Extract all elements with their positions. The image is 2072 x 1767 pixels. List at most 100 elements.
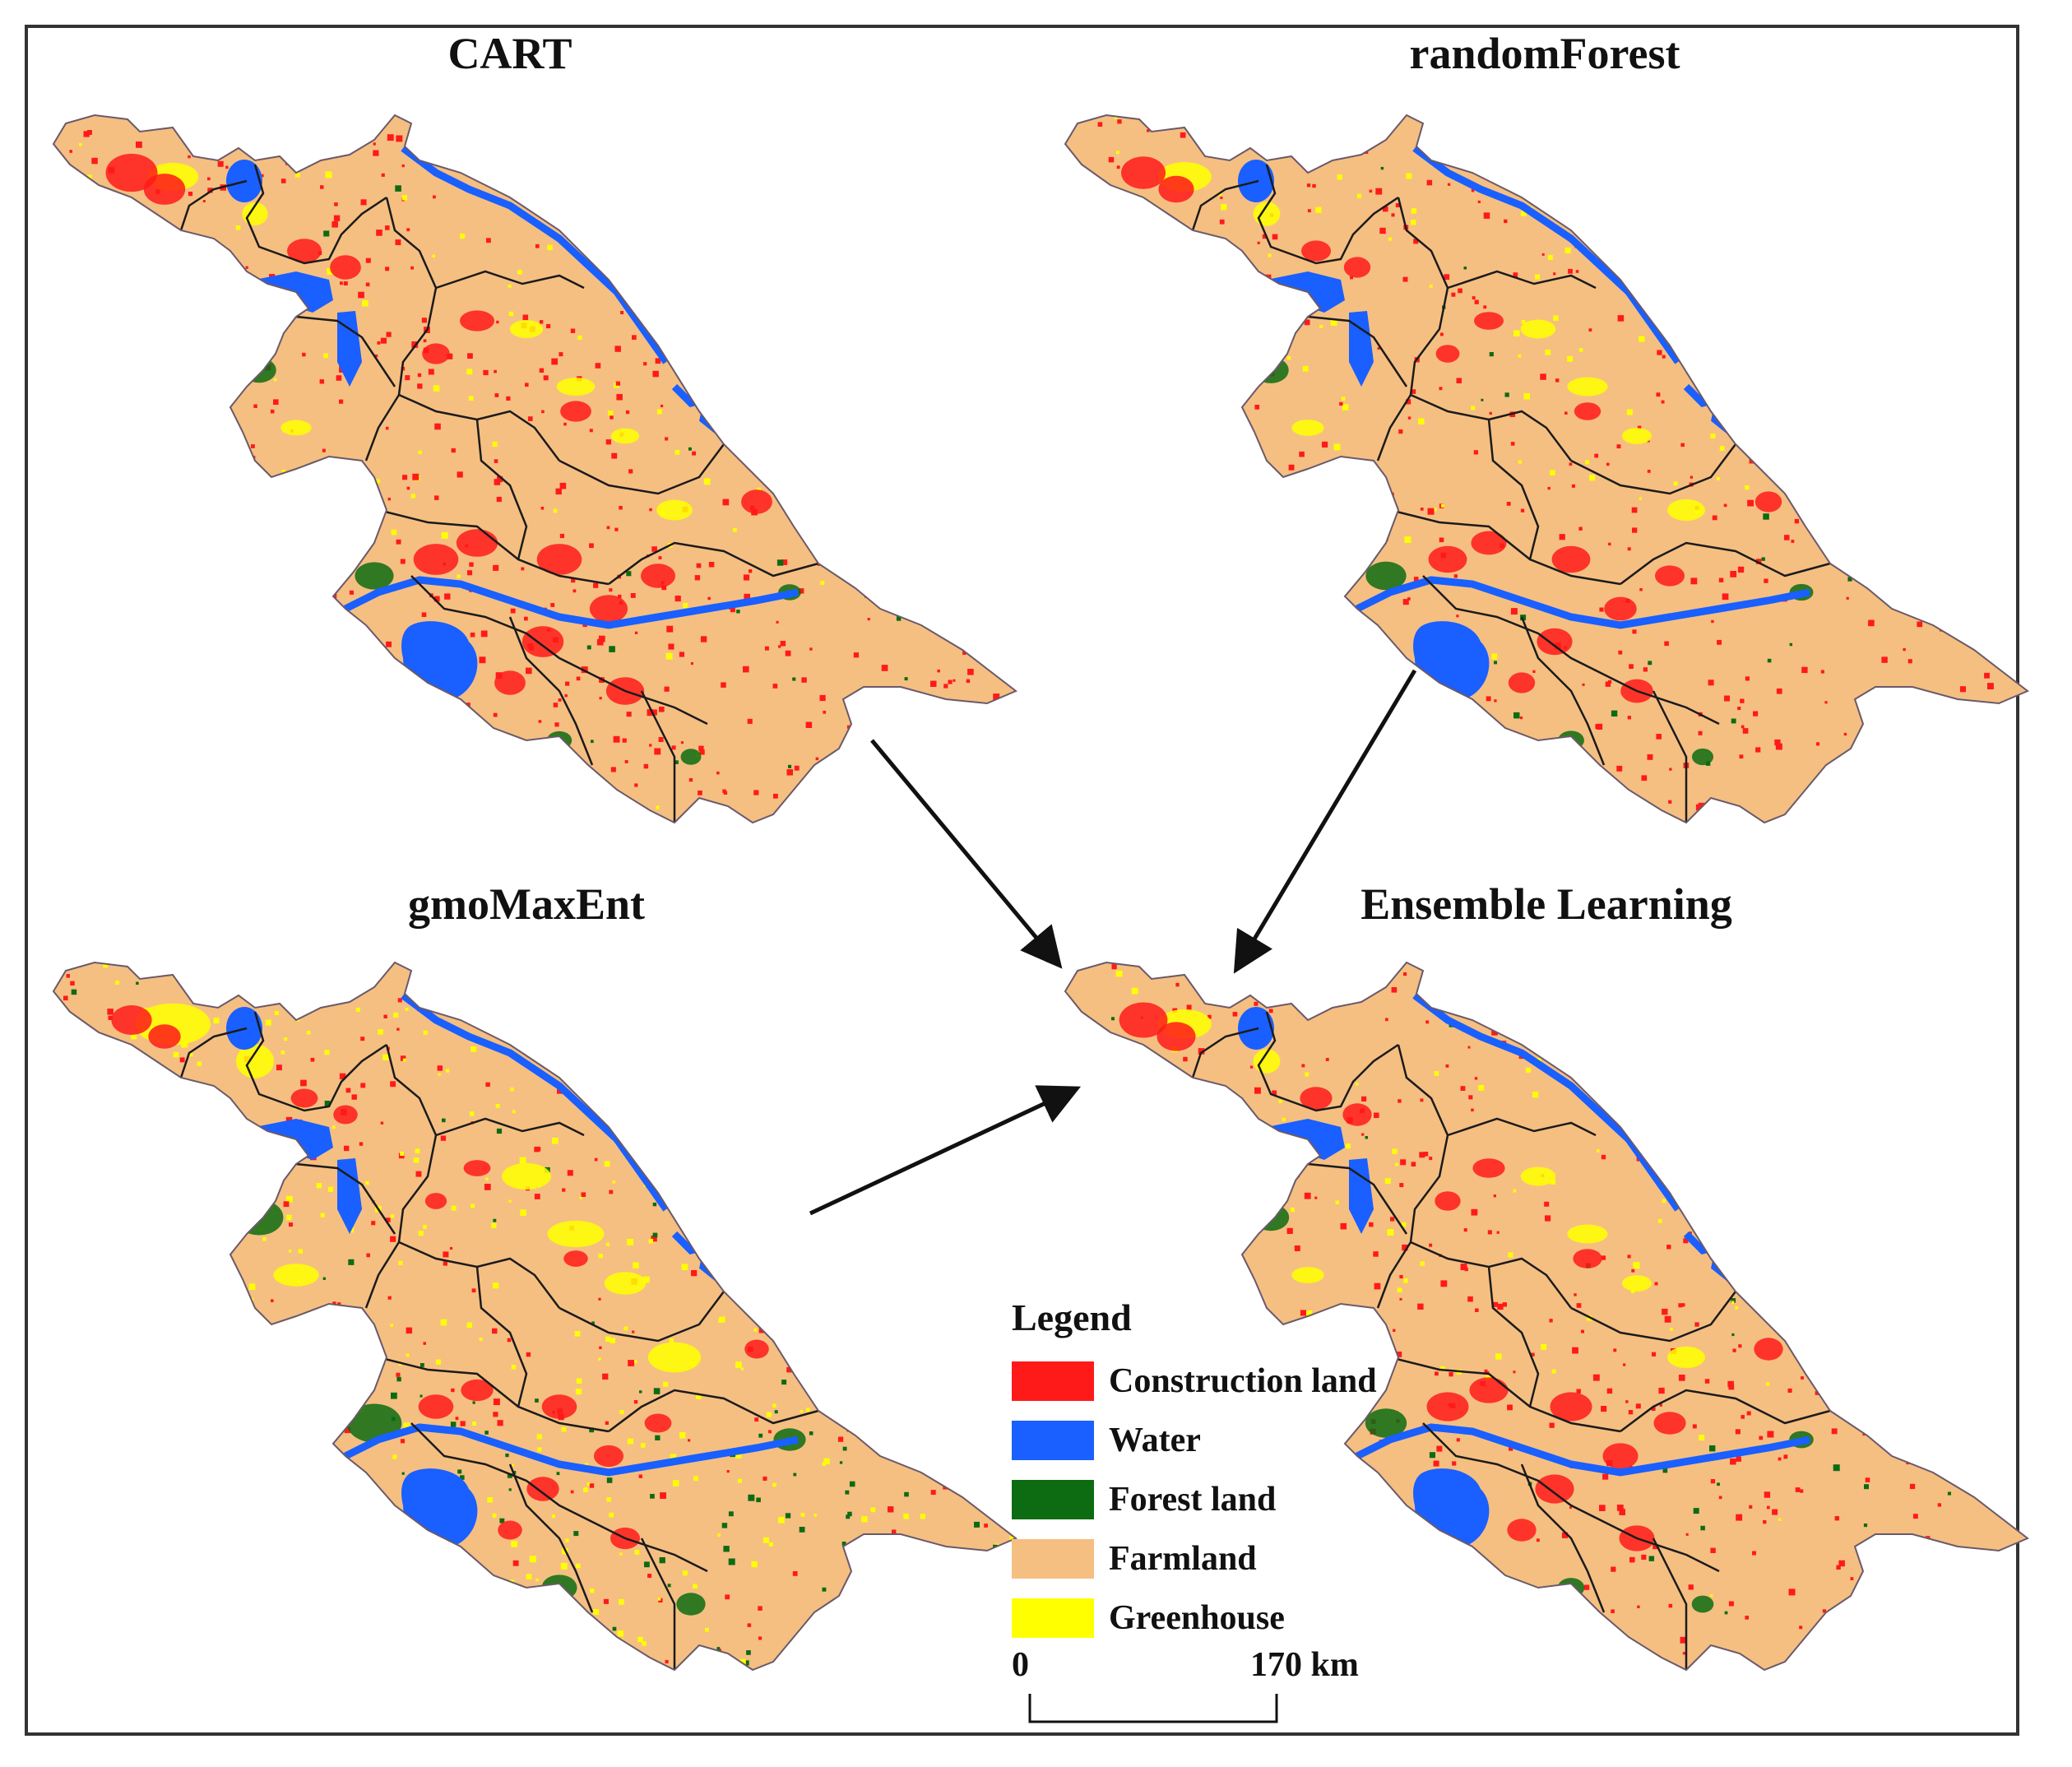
greenhouse-patch bbox=[1667, 499, 1705, 522]
construction-patch bbox=[641, 563, 675, 588]
admin-boundary bbox=[179, 179, 248, 231]
construction-patch bbox=[1301, 240, 1331, 262]
admin-boundary bbox=[475, 419, 528, 560]
construction-patch bbox=[287, 239, 322, 263]
greenhouse-patch bbox=[1621, 428, 1653, 444]
construction-patch bbox=[644, 1413, 672, 1433]
farmland-area bbox=[53, 962, 1016, 1670]
admin-boundary bbox=[378, 1356, 610, 1433]
admin-boundary bbox=[364, 197, 438, 461]
admin-boundary bbox=[245, 1011, 387, 1112]
admin-boundary bbox=[559, 1291, 725, 1343]
admin-boundary bbox=[1570, 443, 1736, 495]
construction-patch bbox=[111, 1004, 152, 1036]
forest-patch bbox=[257, 1398, 294, 1448]
legend-swatch bbox=[1012, 1598, 1094, 1638]
legend-label: Greenhouse bbox=[1109, 1599, 1285, 1637]
construction-patch bbox=[560, 401, 591, 422]
construction-patch bbox=[1537, 628, 1573, 656]
admin-boundary bbox=[1191, 1027, 1259, 1078]
province-outline bbox=[1064, 114, 2029, 824]
construction-patch bbox=[1754, 491, 1782, 512]
legend-swatch bbox=[1012, 1480, 1094, 1519]
construction-patch bbox=[1474, 312, 1504, 330]
admin-boundary bbox=[295, 315, 396, 387]
legend-label: Farmland bbox=[1109, 1540, 1257, 1578]
construction-patch bbox=[1435, 1191, 1461, 1211]
construction-patch bbox=[461, 1379, 494, 1402]
panel-title-randomforest: randomForest bbox=[1409, 29, 1680, 78]
legend-item-water: Water bbox=[1012, 1419, 1201, 1462]
admin-boundary bbox=[1410, 393, 1572, 461]
admin-boundary bbox=[1620, 541, 1831, 585]
scale-bar: 0 170 km bbox=[1012, 1645, 1390, 1736]
admin-boundary bbox=[1307, 1162, 1408, 1235]
map-cart bbox=[52, 114, 1017, 824]
construction-patch bbox=[1426, 1392, 1469, 1421]
admin-boundary bbox=[640, 690, 676, 823]
admin-boundary bbox=[1389, 1356, 1621, 1433]
legend-title: Legend bbox=[1012, 1296, 1132, 1338]
construction-patch bbox=[1655, 565, 1685, 587]
construction-patch bbox=[424, 1193, 447, 1209]
panel-title-gmomaxent: gmoMaxEnt bbox=[408, 879, 645, 929]
construction-patch bbox=[593, 1445, 624, 1468]
farmland-area bbox=[53, 115, 1016, 823]
forest-patch bbox=[1397, 688, 1433, 711]
forest-patch bbox=[1365, 561, 1407, 591]
construction-patch bbox=[1573, 1249, 1602, 1268]
construction-patch bbox=[148, 1024, 181, 1049]
admin-boundary bbox=[435, 270, 585, 290]
map-gmomaxent bbox=[52, 961, 1017, 1672]
admin-boundary bbox=[1376, 197, 1449, 461]
construction-patch bbox=[290, 1088, 318, 1108]
forest-patch bbox=[386, 689, 420, 710]
legend-item-farmland: Farmland bbox=[1012, 1537, 1257, 1580]
construction-patch bbox=[1507, 1519, 1537, 1542]
admin-boundary bbox=[398, 1241, 560, 1309]
forest-patch bbox=[242, 357, 276, 383]
admin-boundary bbox=[410, 1422, 708, 1573]
admin-boundary bbox=[1422, 575, 1720, 726]
construction-patch bbox=[1602, 1443, 1639, 1469]
forest-patch bbox=[1253, 357, 1289, 383]
river bbox=[1355, 576, 1810, 629]
admin-boundary bbox=[295, 1162, 396, 1235]
lake bbox=[337, 311, 362, 387]
construction-patch bbox=[498, 1520, 522, 1540]
river bbox=[1412, 992, 1681, 1212]
forest-patch bbox=[546, 730, 572, 750]
admin-boundary bbox=[1447, 1117, 1597, 1137]
legend-label: Construction land bbox=[1109, 1362, 1377, 1400]
admin-boundary bbox=[475, 1266, 528, 1408]
lake bbox=[337, 1158, 362, 1234]
forest-patch bbox=[1691, 748, 1714, 766]
admin-boundary bbox=[608, 541, 819, 585]
greenhouse-patch bbox=[280, 420, 312, 436]
construction-patch bbox=[1535, 1474, 1574, 1504]
province-outline bbox=[52, 114, 1017, 824]
greenhouse-patch bbox=[236, 1044, 274, 1078]
construction-patch bbox=[422, 343, 450, 364]
scale-end-label: 170 km bbox=[1250, 1646, 1359, 1684]
forest-patch bbox=[1274, 558, 1300, 594]
legend-item-forest-land: Forest land bbox=[1012, 1478, 1276, 1521]
greenhouse-patch bbox=[1567, 377, 1608, 397]
panel-title-cart: CART bbox=[447, 29, 572, 78]
greenhouse-patch bbox=[1291, 1267, 1324, 1283]
construction-patch bbox=[105, 153, 158, 192]
admin-boundary bbox=[508, 616, 594, 766]
admin-boundary bbox=[1447, 270, 1597, 290]
admin-boundary bbox=[378, 508, 610, 586]
greenhouse-patch bbox=[656, 499, 693, 521]
forest-patch bbox=[680, 749, 702, 765]
construction-patch bbox=[1653, 1412, 1686, 1435]
river bbox=[1355, 1423, 1810, 1477]
river bbox=[343, 576, 799, 629]
construction-patch bbox=[413, 544, 459, 575]
province-outline bbox=[1064, 961, 2029, 1672]
admin-boundary bbox=[364, 1044, 438, 1309]
forest-patch bbox=[346, 1403, 402, 1443]
map-ensemble-learning bbox=[1064, 961, 2029, 1672]
river bbox=[1412, 145, 1681, 364]
